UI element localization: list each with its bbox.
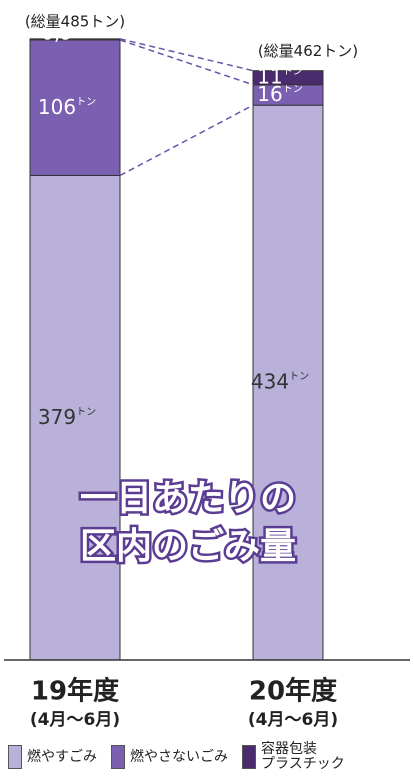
legend-swatch xyxy=(242,745,256,769)
bar-segment xyxy=(29,39,121,177)
bar-segment xyxy=(252,70,324,86)
unit: トン xyxy=(76,97,96,108)
total-label: (総量462トン) xyxy=(258,42,358,60)
value-number: 106 xyxy=(38,94,76,118)
unit: トン xyxy=(76,407,96,418)
value-number: 11 xyxy=(257,64,282,88)
connector xyxy=(119,104,254,177)
legend: 燃やすごみ 燃やさないごみ 容器包装 プラスチック xyxy=(8,742,414,772)
chart: 379トン106トン0,9トン(総量485トン)19年度(4月〜6月)434トン… xyxy=(4,13,410,730)
value-number: 434 xyxy=(251,369,289,393)
bar-segment xyxy=(29,175,121,661)
legend-label: 容器包装 プラスチック xyxy=(261,741,345,772)
legend-label: 燃やすごみ xyxy=(27,748,97,765)
unit: トン xyxy=(283,67,303,78)
connector xyxy=(119,38,254,72)
legend-swatch xyxy=(111,745,125,769)
value-label: 0,9トン xyxy=(41,20,93,44)
unit: トン xyxy=(73,22,93,33)
connector xyxy=(119,39,254,86)
value-label: 16トン xyxy=(257,81,302,105)
value-number: 16 xyxy=(257,81,282,105)
value-number: 0,9 xyxy=(41,20,73,44)
value-label: 434トン xyxy=(251,369,309,393)
legend-item: 容器包装 プラスチック xyxy=(242,742,345,772)
period-label: (4月〜6月) xyxy=(30,710,120,730)
unit: トン xyxy=(283,84,303,95)
unit: トン xyxy=(289,372,309,383)
legend-item: 燃やさないごみ xyxy=(111,742,228,772)
x-tick-label: 19年度 xyxy=(31,676,119,707)
legend-item: 燃やすごみ xyxy=(8,742,97,772)
value-label: 11トン xyxy=(257,64,302,88)
value-label: 379トン xyxy=(38,404,96,428)
annotation: 一日あたりの xyxy=(80,478,296,519)
annotation: 区内のごみ量 xyxy=(80,526,296,567)
legend-label: 燃やさないごみ xyxy=(130,748,228,765)
legend-swatch xyxy=(8,745,22,769)
total-label: (総量485トン) xyxy=(25,13,125,31)
period-label: (4月〜6月) xyxy=(248,710,338,730)
value-label: 106トン xyxy=(38,94,96,118)
value-number: 379 xyxy=(38,404,76,428)
x-tick-label: 20年度 xyxy=(249,676,337,707)
